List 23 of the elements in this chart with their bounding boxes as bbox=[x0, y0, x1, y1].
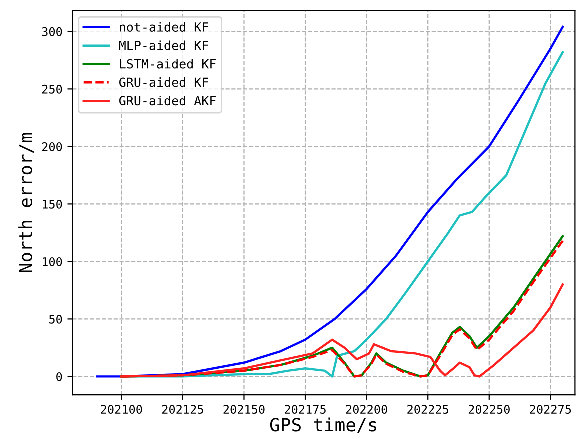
x-tick-label: 202225 bbox=[408, 405, 448, 414]
y-tick-label: 200 bbox=[42, 142, 62, 152]
legend-label: GRU-aided KF bbox=[120, 78, 208, 88]
x-tick-label: 202275 bbox=[530, 405, 572, 414]
x-axis-title: GPS time/s bbox=[270, 418, 376, 434]
line-series bbox=[120, 284, 564, 378]
y-tick-label: 100 bbox=[43, 257, 62, 266]
y-axis-title: North error/m bbox=[18, 133, 34, 272]
y-tick-label: 300 bbox=[42, 27, 62, 36]
x-tick-label: 202200 bbox=[346, 405, 388, 414]
y-tick-label: 250 bbox=[42, 84, 62, 94]
x-tick-label: 202175 bbox=[285, 405, 326, 414]
y-tick-label: 150 bbox=[43, 200, 62, 209]
legend-label: GRU-aided AKF bbox=[120, 96, 216, 106]
y-tick-label: 0 bbox=[56, 372, 62, 382]
y-tick-label: 50 bbox=[50, 314, 62, 324]
legend-label: MLP-aided KF bbox=[119, 40, 208, 50]
x-tick-label: 202250 bbox=[468, 405, 510, 414]
x-tick-label: 202125 bbox=[162, 405, 204, 414]
x-tick-label: 202100 bbox=[101, 405, 142, 414]
legend-label: LSTM-aided KF bbox=[120, 59, 216, 69]
x-tick-label: 202150 bbox=[224, 405, 265, 414]
legend-label: not-aided KF bbox=[120, 22, 208, 32]
